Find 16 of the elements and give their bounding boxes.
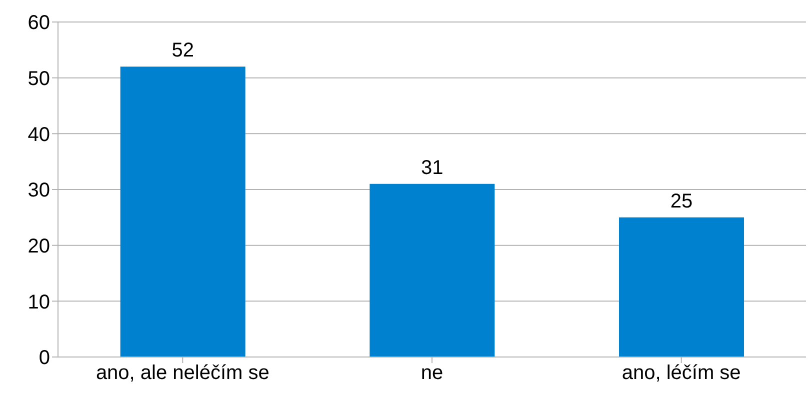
y-tick-label: 0	[38, 347, 50, 370]
y-tick-label: 40	[28, 124, 50, 146]
data-label: 25	[670, 190, 693, 212]
x-tick-label: ne	[420, 362, 444, 384]
y-tick-label: 50	[28, 68, 50, 90]
bar	[370, 184, 495, 357]
y-tick-label: 10	[28, 291, 50, 314]
y-tick-label: 30	[28, 180, 50, 202]
x-tick-label: ano, léčím se	[622, 362, 741, 384]
data-label: 52	[172, 40, 194, 62]
y-tick-label: 20	[28, 235, 50, 258]
x-tick-label: ano, ale neléčím se	[96, 362, 270, 384]
bar	[120, 66, 246, 357]
bar	[619, 217, 744, 357]
y-tick-label: 60	[28, 12, 50, 34]
data-label: 31	[421, 156, 444, 179]
